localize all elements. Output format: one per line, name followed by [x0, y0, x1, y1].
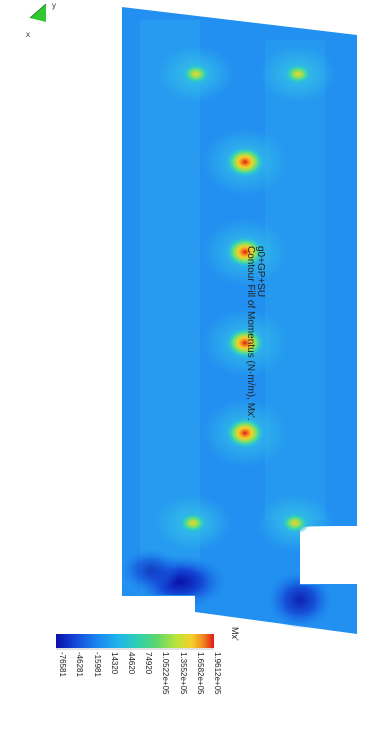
plot-title: Contour Fill of Momentus (N·m/m), Mx'.: [245, 246, 256, 421]
hotspot-6: [225, 417, 265, 449]
legend-value: 1.9612e+05: [213, 652, 222, 695]
hotspot-2: [283, 63, 313, 85]
legend-value: 1.3552e+05: [178, 652, 188, 695]
axis-triad-icon: [30, 4, 46, 22]
hotspot-7: [178, 512, 208, 534]
legend-value: 44620: [127, 652, 136, 675]
hotspot-1: [181, 63, 211, 85]
legend-value: -76581: [58, 652, 68, 677]
legend-value: 1.0522e+05: [161, 652, 171, 695]
axis-x-label: x: [26, 30, 30, 39]
legend-color-bar: [56, 634, 214, 648]
hotspot-5: [225, 327, 265, 359]
legend-title: Mx': [230, 627, 240, 641]
legend-value: 1.6582e+05: [195, 652, 205, 695]
hotspot-4: [225, 236, 265, 268]
legend-value: 74920: [144, 652, 154, 675]
legend-value: 14320: [109, 652, 119, 675]
legend-value: -46281: [75, 652, 85, 677]
axis-y-label: y: [52, 1, 56, 10]
legend-value: -15981: [92, 652, 102, 677]
hotspot-8: [280, 512, 310, 534]
load-combination-label: g0+GP+SU: [255, 246, 266, 298]
hotspot-3: [225, 146, 265, 178]
